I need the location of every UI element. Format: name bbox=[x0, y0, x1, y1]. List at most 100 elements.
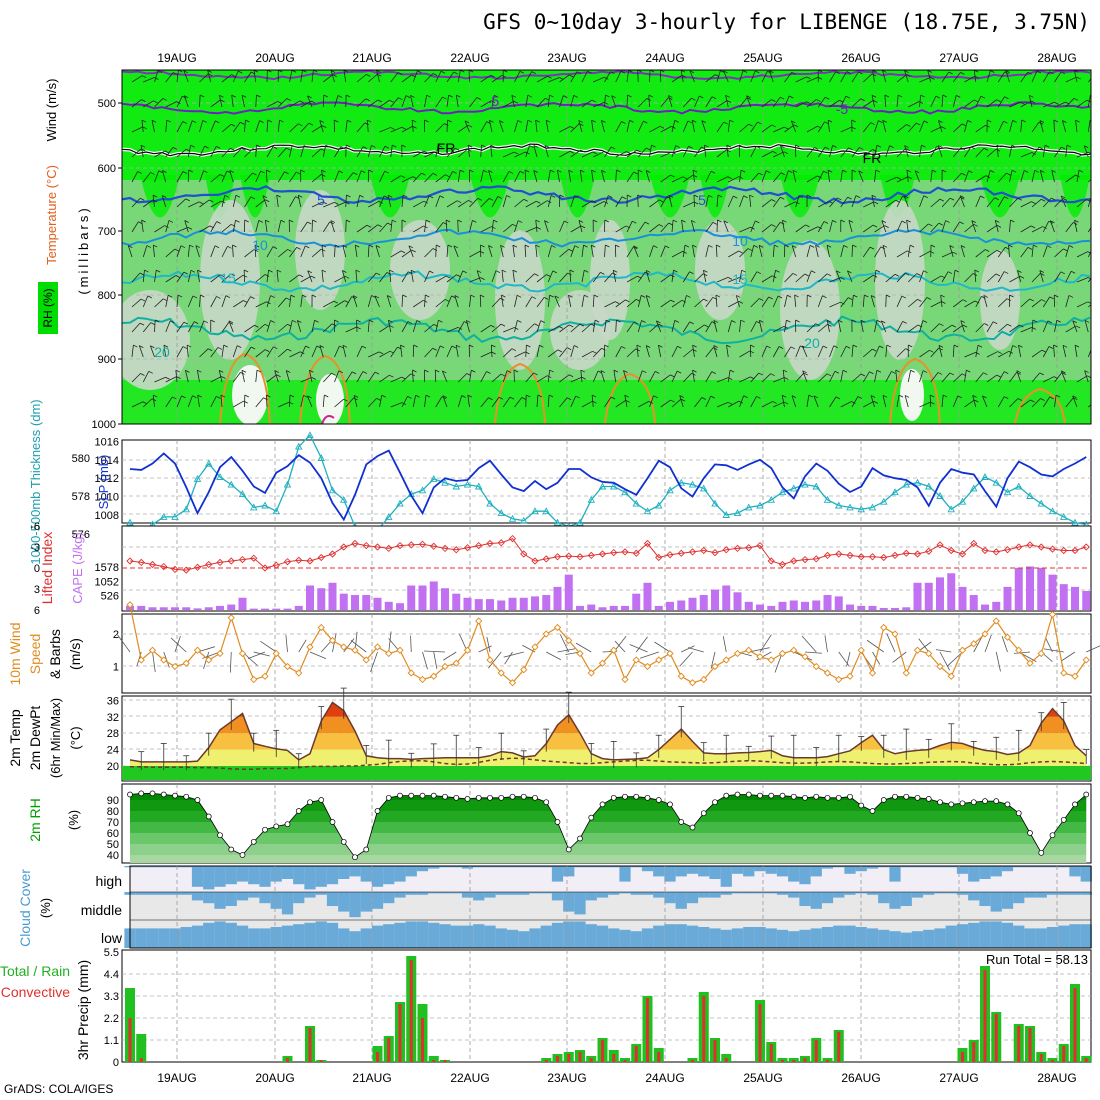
wind-barb bbox=[367, 272, 377, 283]
wind-barb bbox=[952, 147, 962, 158]
wind-barb bbox=[390, 250, 402, 258]
cloud-high-bar bbox=[731, 866, 744, 874]
thickness-point bbox=[294, 442, 303, 450]
wind-barb bbox=[264, 220, 268, 233]
wind-barb-flag bbox=[996, 99, 1001, 103]
wind-barb bbox=[636, 345, 639, 358]
wind-speed-point bbox=[441, 662, 449, 671]
wind-barb bbox=[1042, 346, 1050, 358]
wind-barb-flag bbox=[531, 296, 537, 300]
wind-barb-flag bbox=[203, 170, 208, 174]
wind-barb bbox=[750, 271, 758, 283]
wind-barb bbox=[480, 325, 491, 333]
wind-barb bbox=[681, 645, 695, 653]
wind-tick: 2 bbox=[113, 629, 119, 641]
wind-barb bbox=[170, 637, 187, 653]
wind-barb-flag bbox=[142, 75, 147, 79]
wind-barb bbox=[964, 273, 974, 283]
precip-label-c: 3hr Precip (mm) bbox=[75, 960, 91, 1060]
wind-barb bbox=[232, 147, 242, 158]
wind-barb bbox=[633, 245, 639, 258]
wind-barb-flag bbox=[1053, 119, 1059, 123]
wind-barb-flag bbox=[610, 71, 615, 74]
precip-conv-bar bbox=[1028, 1028, 1032, 1062]
wind-barb bbox=[626, 70, 629, 83]
thickness-point bbox=[767, 495, 776, 503]
wind-barb bbox=[413, 225, 424, 233]
wind-barb bbox=[750, 245, 755, 258]
wind-barb-flag bbox=[180, 245, 186, 249]
wind-barb bbox=[424, 73, 434, 83]
wind-barb bbox=[649, 70, 651, 83]
cape-bar bbox=[362, 595, 371, 610]
cloud-low-bar bbox=[293, 924, 305, 948]
wind-barb-flag bbox=[466, 373, 471, 376]
wind-barb-flag bbox=[884, 94, 890, 98]
wind-barb bbox=[645, 345, 650, 358]
wind-barb bbox=[176, 226, 189, 233]
wind-barb bbox=[739, 97, 748, 108]
wind-barb-flag bbox=[894, 273, 900, 277]
wind-barb bbox=[815, 245, 819, 258]
wind-barb bbox=[491, 270, 497, 283]
cape-bar bbox=[699, 595, 708, 610]
wind-barb-flag bbox=[307, 270, 312, 274]
cloud-mid-bar bbox=[821, 892, 834, 904]
wind-barb-flag bbox=[641, 295, 646, 298]
wind-barb bbox=[593, 201, 605, 208]
wind-barb-flag bbox=[141, 119, 147, 123]
wind-barb-flag bbox=[256, 94, 261, 98]
wind-barb-flag bbox=[411, 249, 416, 253]
wind-barb-flag bbox=[220, 99, 225, 103]
rh-band bbox=[130, 822, 1087, 833]
wind-barb-flag bbox=[592, 200, 597, 204]
wind-barb-flag bbox=[1051, 197, 1056, 201]
lifted-index-point bbox=[880, 553, 888, 562]
wind-barb-flag bbox=[786, 319, 791, 323]
wind-barb-flag bbox=[768, 296, 773, 300]
cloud-high-bar bbox=[428, 866, 440, 869]
wind-barb bbox=[964, 120, 968, 133]
slp-line bbox=[129, 449, 1087, 522]
wind-barb-flag bbox=[774, 244, 779, 248]
cloud-mid-bar bbox=[585, 892, 597, 901]
wind-barb bbox=[300, 345, 306, 358]
wind-barb-flag bbox=[869, 246, 875, 250]
cloud-low-bar bbox=[540, 925, 552, 948]
wind-barb bbox=[445, 220, 448, 233]
wind-barb bbox=[410, 635, 412, 653]
wind-barb-flag bbox=[627, 94, 632, 98]
wind-barb bbox=[1087, 95, 1091, 108]
wind-barb bbox=[896, 95, 899, 108]
wind-barb bbox=[345, 397, 354, 408]
wind-barb-flag bbox=[486, 371, 491, 374]
rh-dry-core bbox=[900, 369, 924, 421]
wind-barb bbox=[592, 295, 595, 308]
wind-barb-flag bbox=[740, 169, 746, 173]
wind-barb bbox=[795, 372, 805, 383]
wind-barb-flag bbox=[765, 170, 771, 174]
wind-barb-flag bbox=[1049, 396, 1054, 400]
wind-barb-flag bbox=[412, 125, 417, 129]
wind-barb bbox=[1039, 120, 1044, 133]
wind-barb-flag bbox=[197, 369, 202, 373]
rh-point bbox=[700, 810, 707, 817]
wind-barb-flag bbox=[235, 194, 241, 198]
wind-barb-flag bbox=[1094, 246, 1098, 248]
rh-column bbox=[700, 175, 730, 218]
wind-barb bbox=[334, 146, 342, 158]
wind-barb bbox=[232, 122, 241, 133]
wind-barb-flag bbox=[802, 370, 807, 374]
wind-barb-flag bbox=[992, 321, 998, 325]
wind-barb-flag bbox=[1027, 247, 1033, 250]
wind-barb-flag bbox=[847, 270, 852, 274]
wind-barb-flag bbox=[424, 369, 429, 373]
wind-barb-flag bbox=[266, 169, 271, 173]
wind-barb bbox=[986, 273, 997, 283]
rh-point bbox=[498, 794, 505, 801]
lifted-index-point bbox=[238, 555, 247, 564]
date-label-top: 20AUG bbox=[255, 51, 294, 65]
wind-barb-flag bbox=[543, 296, 549, 300]
wind-barb-flag bbox=[689, 70, 695, 74]
wind-barb bbox=[536, 75, 548, 83]
